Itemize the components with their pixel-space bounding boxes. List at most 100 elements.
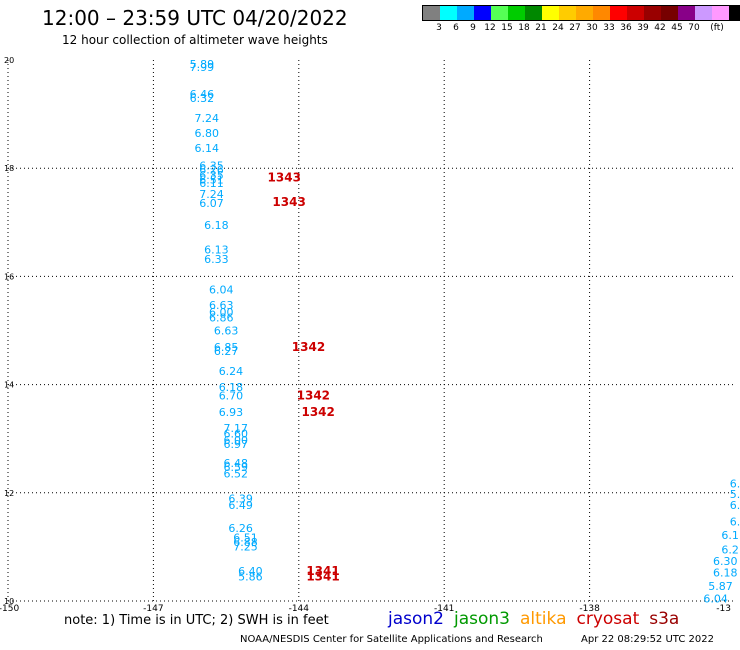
legend-label: 18 bbox=[518, 23, 530, 33]
legend-swatch bbox=[474, 6, 491, 20]
wave-height-label: 6.35 bbox=[199, 169, 224, 182]
legend-swatch bbox=[423, 6, 440, 20]
wave-height-label: 6.33 bbox=[204, 253, 229, 266]
wave-height-label: 6.40 bbox=[238, 565, 263, 578]
wave-height-label: 6.59 bbox=[224, 461, 249, 474]
wave-height-label: 6.97 bbox=[224, 438, 249, 451]
wave-height-label: 6.86 bbox=[209, 311, 234, 324]
wave-height-label: 6.52 bbox=[224, 468, 249, 481]
wave-height-label: 6.93 bbox=[219, 406, 244, 419]
legend-swatch bbox=[644, 6, 661, 20]
track-id-label: 1343 bbox=[268, 171, 301, 185]
satellite-name: cryosat bbox=[576, 609, 640, 629]
legend-swatch bbox=[559, 6, 576, 20]
legend-label: 21 bbox=[535, 23, 547, 33]
legend-label: 15 bbox=[501, 23, 513, 33]
track-id-label: 1342 bbox=[301, 405, 334, 419]
legend-label: 30 bbox=[586, 23, 598, 33]
lon-tick-label: -13 bbox=[716, 604, 731, 614]
legend-swatch bbox=[695, 6, 712, 20]
lon-tick-label: -150 bbox=[0, 604, 19, 614]
track-id-label: 1342 bbox=[292, 340, 325, 354]
wave-height-label: 6.51 bbox=[233, 531, 258, 544]
wave-height-label: 6.70 bbox=[219, 390, 244, 403]
legend-swatch bbox=[678, 6, 695, 20]
wave-height-label: 6.26 bbox=[199, 164, 224, 177]
legend-swatch bbox=[661, 6, 678, 20]
legend-swatch bbox=[627, 6, 644, 20]
satellite-name: jason2 bbox=[388, 609, 444, 629]
lon-tick-label: -144 bbox=[289, 604, 310, 614]
legend-label: 24 bbox=[552, 23, 564, 33]
legend-swatch bbox=[593, 6, 610, 20]
lat-tick-label: 12 bbox=[4, 489, 14, 498]
wave-height-label: 6.24 bbox=[219, 365, 244, 378]
legend-swatch bbox=[457, 6, 474, 20]
legend-swatch bbox=[491, 6, 508, 20]
wave-height-label: 7.24 bbox=[199, 188, 224, 201]
wave-height-label: 6. bbox=[730, 515, 740, 528]
wave-height-label: 6.48 bbox=[224, 457, 249, 470]
wave-height-label: 7.24 bbox=[194, 112, 219, 125]
legend-label: 3 bbox=[436, 23, 442, 33]
lat-tick-label: 20 bbox=[4, 56, 14, 65]
wave-height-label: 6. bbox=[730, 499, 740, 512]
legend-label: 12 bbox=[484, 23, 496, 33]
lat-tick-label: 14 bbox=[4, 381, 14, 390]
lat-tick-label: 18 bbox=[4, 164, 14, 173]
wave-height-label: 7.25 bbox=[233, 541, 258, 554]
lat-tick-label: 16 bbox=[4, 272, 14, 281]
legend-unit: (ft) bbox=[710, 23, 724, 33]
wave-height-label: 6.18 bbox=[204, 219, 229, 232]
track-id-label: 1343 bbox=[272, 195, 305, 209]
wave-height-label: 6.51 bbox=[199, 173, 224, 186]
wave-height-label: 5. bbox=[730, 488, 740, 501]
wave-height-label: 6.46 bbox=[190, 88, 215, 101]
legend-label: 9 bbox=[470, 23, 476, 33]
wave-height-label: 7.99 bbox=[190, 61, 215, 74]
legend-label: 27 bbox=[569, 23, 581, 33]
credit-line: NOAA/NESDIS Center for Satellite Applica… bbox=[240, 634, 543, 645]
legend-swatch bbox=[542, 6, 559, 20]
legend-label: 70 bbox=[688, 23, 700, 33]
wave-height-label: 6.63 bbox=[209, 299, 234, 312]
wave-height-label: 6.60 bbox=[224, 428, 249, 441]
page-subtitle: 12 hour collection of altimeter wave hei… bbox=[62, 33, 328, 47]
footnote: note: 1) Time is in UTC; 2) SWH is in fe… bbox=[64, 613, 329, 628]
legend-swatch bbox=[525, 6, 542, 20]
wave-height-label: 6.32 bbox=[190, 92, 215, 105]
wave-height-label: 6.04 bbox=[209, 284, 234, 297]
wave-height-label: 6.04 bbox=[703, 593, 728, 606]
legend-swatch bbox=[508, 6, 525, 20]
wave-height-label: 6.1 bbox=[721, 529, 739, 542]
generation-timestamp: Apr 22 08:29:52 UTC 2022 bbox=[581, 634, 714, 645]
legend-label: 36 bbox=[620, 23, 632, 33]
wave-height-label: 5.87 bbox=[708, 580, 733, 593]
lon-tick-label: -141 bbox=[434, 604, 454, 614]
wave-height-label: 5.86 bbox=[238, 570, 263, 583]
wave-height-label: 6.63 bbox=[214, 324, 239, 337]
wave-height-label: 6.00 bbox=[224, 434, 249, 447]
lat-tick-label: 10 bbox=[4, 597, 14, 606]
legend-swatch bbox=[440, 6, 457, 20]
wave-height-label: 6.18 bbox=[219, 381, 244, 394]
track-id-label: 1341 bbox=[306, 569, 339, 583]
satellite-name: altika bbox=[520, 609, 567, 629]
wave-height-label: 6. bbox=[730, 477, 740, 490]
wave-height-label: 6.07 bbox=[199, 197, 224, 210]
wave-height-label: 6.27 bbox=[214, 345, 239, 358]
color-legend: 3 6 9 12 15 18 21 24 27 30 33 36 39 42 45 70 (ft) bbox=[422, 5, 740, 33]
lon-tick-label: -138 bbox=[579, 604, 600, 614]
wave-height-label: 6.2 bbox=[721, 543, 739, 556]
wave-height-label: 6.26 bbox=[228, 522, 253, 535]
track-id-label: 1341 bbox=[306, 564, 339, 578]
legend-swatch bbox=[576, 6, 593, 20]
legend-label: 42 bbox=[654, 23, 666, 33]
wave-height-label: 6.11 bbox=[199, 177, 224, 190]
wave-height-label: 6.14 bbox=[194, 142, 219, 155]
wave-height-label: 6.39 bbox=[228, 493, 253, 506]
wave-height-label: 6.18 bbox=[713, 567, 738, 580]
legend-label: 39 bbox=[637, 23, 649, 33]
satellite-legend: jason2 jason3 altika cryosat s3a bbox=[388, 609, 689, 629]
